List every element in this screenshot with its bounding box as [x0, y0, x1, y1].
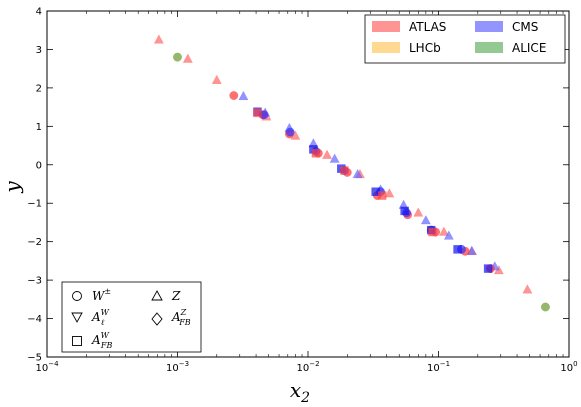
x-tick-label: 10−1: [427, 360, 450, 374]
legend-obs-afbw-sup: W: [101, 331, 110, 340]
legend-obs-alw-sub: ℓ: [101, 318, 105, 327]
legend-obs-afbz-sup: Z: [180, 308, 187, 317]
y-tick-label: −5: [27, 353, 42, 364]
y-tick-label: −3: [27, 276, 42, 287]
svg-text:x2: x2: [290, 378, 310, 406]
data-points: [153, 34, 550, 312]
point-cms-triangle-up: [238, 90, 249, 101]
observable-legend: W± Z AW ℓ AZ FB AW FB: [61, 281, 202, 353]
y-tick-label: −1: [27, 199, 42, 210]
x-tick-label: 10−2: [296, 360, 319, 374]
legend-obs-afbz: AZ FB: [171, 308, 191, 327]
x-tick-label: 10−4: [35, 360, 59, 374]
legend-obs-afbz-text: A: [171, 310, 181, 324]
legend-obs-afbw-sub: FB: [100, 341, 113, 350]
point-atlas-square: [311, 148, 321, 158]
legend-swatch-lhcb: [372, 42, 400, 53]
point-atlas-square: [340, 166, 349, 175]
legend-label-lhcb: LHCb: [409, 41, 441, 55]
point-atlas-square: [428, 227, 437, 237]
point-atlas-triangle-up: [522, 284, 533, 294]
point-atlas-square: [253, 108, 262, 118]
legend-label-alice: ALICE: [512, 41, 546, 55]
point-cms-square: [400, 206, 409, 216]
point-atlas-triangle-up: [438, 226, 449, 236]
tick-labels: −5 −4 −3 −2 −1 0 1 2 3 4 10−4 10−3 10−2 10−1 100: [27, 7, 577, 375]
y-axis-label: y: [0, 181, 24, 194]
point-cms-square: [483, 264, 493, 273]
legend-obs-afbw-text: A: [91, 333, 101, 347]
legend-obs-w-sup: ±: [104, 287, 111, 296]
legend-marker-diamond: [151, 312, 163, 326]
x-axis-label: x2: [290, 378, 310, 406]
legend-label-cms: CMS: [512, 20, 538, 34]
point-atlas-triangle-up: [384, 188, 395, 198]
legend-obs-z: Z: [171, 289, 181, 303]
legend-swatch-atlas: [372, 21, 400, 32]
point-atlas-circle: [229, 91, 239, 101]
point-alice-circle: [173, 52, 182, 62]
y-tick-label: 1: [36, 122, 42, 133]
y-tick-label: 0: [36, 160, 42, 171]
legend-swatch-cms: [475, 21, 503, 32]
point-cms-triangle-up: [329, 153, 340, 163]
experiment-legend: ATLAS CMS LHCb ALICE: [364, 14, 566, 64]
y-tick-label: 3: [36, 45, 42, 56]
legend-obs-afbw: AW FB: [91, 331, 112, 350]
point-cms-square: [453, 245, 462, 254]
x-tick-label: 10−3: [166, 360, 189, 374]
y-tick-label: −2: [27, 237, 42, 248]
legend-obs-alw: AW ℓ: [91, 308, 110, 327]
point-cms-triangle-up: [420, 214, 431, 225]
point-cms-triangle-up: [443, 230, 454, 240]
plot-frame: [46, 10, 570, 358]
x-axis-label-main: x: [290, 378, 301, 402]
point-atlas-triangle-up: [211, 74, 222, 84]
point-cms-circle: [285, 127, 295, 137]
legend-obs-alw-text: A: [91, 310, 101, 324]
legend-obs-afbz-sub: FB: [178, 318, 191, 327]
point-atlas-triangle-up: [322, 149, 333, 159]
point-atlas-triangle-up: [413, 207, 424, 217]
legend-obs-w: W±: [92, 287, 111, 303]
legend-marker-circle: [72, 291, 82, 301]
x-axis-label-sub: 2: [300, 390, 310, 406]
legend-obs-w-text: W: [92, 289, 106, 303]
y-tick-label: 2: [36, 83, 42, 94]
point-atlas-triangle-up: [182, 53, 193, 63]
legend-label-atlas: ATLAS: [409, 20, 446, 34]
point-atlas-triangle-up: [153, 34, 164, 44]
point-alice-circle: [541, 302, 550, 312]
y-tick-label: −4: [27, 314, 42, 325]
point-cms-triangle-up: [352, 168, 363, 179]
legend-marker-triangle-up: [151, 290, 163, 301]
y-tick-label: 4: [36, 7, 42, 18]
legend-obs-alw-sup: W: [101, 308, 110, 317]
observable-legend-box: [61, 281, 202, 353]
point-atlas-square: [377, 191, 387, 200]
legend-swatch-alice: [475, 42, 503, 53]
legend-marker-triangle-down: [71, 312, 83, 323]
x-tick-label: 100: [560, 360, 577, 374]
legend-marker-square: [72, 336, 82, 346]
